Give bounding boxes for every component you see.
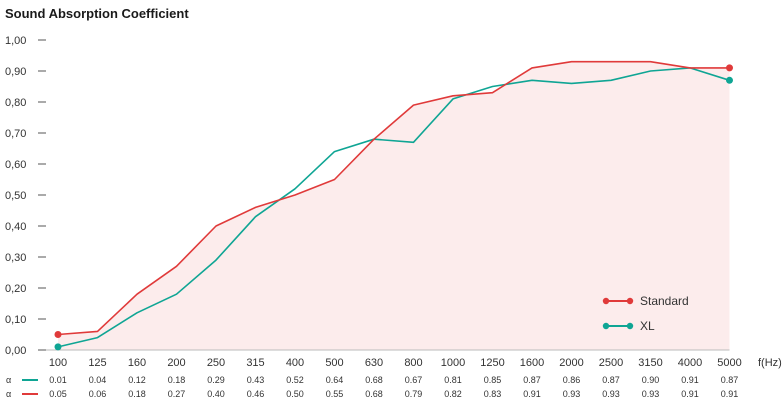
y-tick-label: 0,90 xyxy=(5,66,26,78)
table-cell: 0.43 xyxy=(247,375,265,385)
data-point-standard xyxy=(726,64,733,72)
table-cell: 0.90 xyxy=(642,375,660,385)
legend-label: Standard xyxy=(640,294,689,308)
x-tick-label: 4000 xyxy=(678,357,702,369)
x-tick-label: 125 xyxy=(88,357,106,369)
table-cell: 0.27 xyxy=(168,389,186,399)
legend-swatch-dot xyxy=(602,297,610,305)
y-tick-label: 0,30 xyxy=(5,252,26,264)
table-cell: 0.04 xyxy=(89,375,107,385)
table-cell: 0.18 xyxy=(128,389,146,399)
table-cell: 0.93 xyxy=(563,389,581,399)
table-cell: 0.91 xyxy=(523,389,541,399)
legend-swatch-dot xyxy=(626,297,634,305)
legend-swatch-dot xyxy=(626,322,634,330)
x-tick-label: 1000 xyxy=(441,357,465,369)
legend-label: XL xyxy=(640,319,655,333)
x-tick-label: 2000 xyxy=(559,357,583,369)
table-cell: 0.40 xyxy=(207,389,225,399)
chart-title: Sound Absorption Coefficient xyxy=(5,6,189,21)
table-cell: 0.87 xyxy=(523,375,541,385)
table-cell: 0.05 xyxy=(49,389,67,399)
table-cell: 0.79 xyxy=(405,389,423,399)
table-cell: 0.86 xyxy=(563,375,581,385)
legend: Standard XL xyxy=(602,294,689,333)
table-cell: 0.87 xyxy=(602,375,620,385)
y-tick-label: 0,20 xyxy=(5,283,26,295)
data-point-xl xyxy=(726,76,733,84)
table-cell: 0.82 xyxy=(444,389,462,399)
table-cell: 0.01 xyxy=(49,375,67,385)
table-cell: 0.68 xyxy=(365,389,383,399)
table-cell: 0.91 xyxy=(681,389,699,399)
table-cell: 0.06 xyxy=(89,389,107,399)
data-point-standard xyxy=(54,331,62,338)
x-tick-label: 1600 xyxy=(520,357,544,369)
table-cell: 0.46 xyxy=(247,389,265,399)
table-cell: 0.83 xyxy=(484,389,502,399)
y-tick-label: 0,00 xyxy=(5,345,26,357)
y-tick-label: 0,40 xyxy=(5,221,26,233)
y-tick-label: 0,60 xyxy=(5,159,26,171)
table-cell: 0.12 xyxy=(128,375,146,385)
table-row-symbol: α xyxy=(6,375,11,385)
series-layer xyxy=(54,60,733,351)
legend-swatch-dot xyxy=(602,322,610,330)
y-tick-label: 0,80 xyxy=(5,97,26,109)
table-row-symbol: α xyxy=(6,389,11,399)
x-tick-label: 400 xyxy=(286,357,304,369)
y-tick-label: 1,00 xyxy=(5,35,26,47)
area-layer xyxy=(58,61,730,350)
x-tick-label: 100 xyxy=(49,357,67,369)
standard-area-fill xyxy=(58,61,730,350)
x-tick-label: 315 xyxy=(246,357,264,369)
y-tick-label: 0,70 xyxy=(5,128,26,140)
x-tick-label: 1250 xyxy=(480,357,504,369)
x-axis-label: f(Hz) xyxy=(758,357,782,369)
x-tick-label: 5000 xyxy=(717,357,741,369)
x-tick-label: 500 xyxy=(325,357,343,369)
x-tick-label: 200 xyxy=(167,357,185,369)
x-tick-label: 160 xyxy=(128,357,146,369)
table-cell: 0.85 xyxy=(484,375,502,385)
table-cell: 0.52 xyxy=(286,375,304,385)
table-cell: 0.68 xyxy=(365,375,383,385)
table-cell: 0.93 xyxy=(642,389,660,399)
x-axis: 100 125 160 200 250 315 400 500 630 800 1000 1250 16… xyxy=(49,357,782,369)
table-cell: 0.87 xyxy=(721,375,739,385)
y-tick-label: 0,50 xyxy=(5,190,26,202)
table-cell: 0.67 xyxy=(405,375,423,385)
x-tick-label: 2500 xyxy=(599,357,623,369)
table-cell: 0.55 xyxy=(326,389,344,399)
table-cell: 0.81 xyxy=(444,375,462,385)
x-tick-label: 800 xyxy=(404,357,422,369)
table-cell: 0.91 xyxy=(681,375,699,385)
x-tick-label: 3150 xyxy=(638,357,662,369)
series-line-xl xyxy=(57,67,730,348)
y-axis: 0,00 0,10 0,20 0,30 0,40 0,50 0,60 0,70 0,80 0,90… xyxy=(5,35,730,357)
series-line-standard xyxy=(57,60,730,336)
table-cell: 0.93 xyxy=(602,389,620,399)
y-tick-label: 0,10 xyxy=(5,314,26,326)
x-tick-label: 630 xyxy=(365,357,383,369)
value-table: α 0.01 0.04 0.12 0.18 0.29 0.43 0.52 0.64 0.68 0.6… xyxy=(6,375,738,399)
x-tick-label: 250 xyxy=(207,357,225,369)
data-point-xl xyxy=(54,343,62,351)
table-cell: 0.91 xyxy=(721,389,739,399)
table-cell: 0.50 xyxy=(286,389,304,399)
table-cell: 0.18 xyxy=(168,375,186,385)
table-cell: 0.29 xyxy=(207,375,225,385)
table-cell: 0.64 xyxy=(326,375,344,385)
